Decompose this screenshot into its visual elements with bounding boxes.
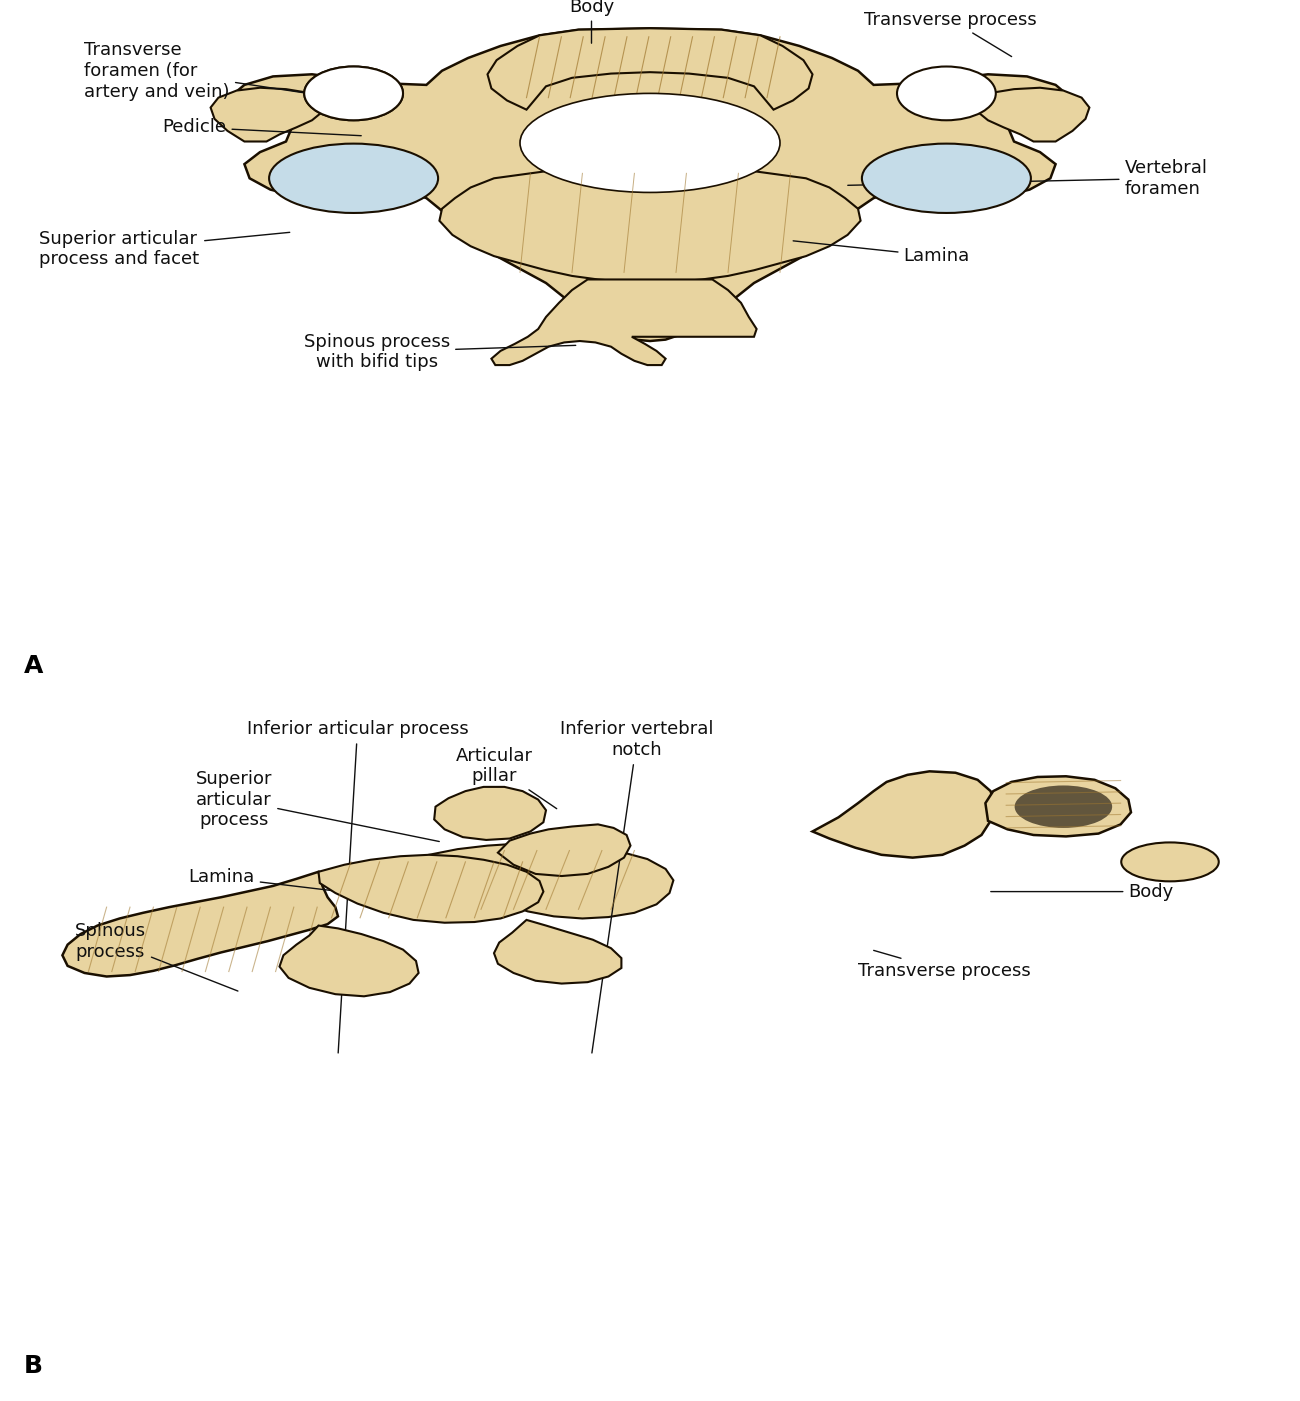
Text: Transverse
foramen (for
artery and vein): Transverse foramen (for artery and vein): [84, 41, 329, 101]
Ellipse shape: [304, 69, 403, 118]
Text: Pedicle: Pedicle: [162, 118, 361, 136]
Polygon shape: [280, 926, 419, 996]
Polygon shape: [985, 776, 1131, 836]
Ellipse shape: [269, 144, 438, 213]
Text: B: B: [23, 1355, 43, 1379]
Text: Lamina: Lamina: [188, 869, 368, 895]
Polygon shape: [488, 28, 812, 109]
Polygon shape: [211, 88, 322, 142]
Polygon shape: [434, 787, 546, 841]
Polygon shape: [429, 843, 673, 919]
Text: Vertebral
foramen: Vertebral foramen: [848, 158, 1208, 198]
Text: Superior
articular
process: Superior articular process: [196, 769, 439, 842]
Text: Spinous process
with bifid tips: Spinous process with bifid tips: [304, 332, 576, 371]
Text: Lamina: Lamina: [793, 241, 970, 265]
Polygon shape: [812, 772, 994, 857]
Circle shape: [304, 66, 403, 120]
Circle shape: [897, 66, 996, 120]
Polygon shape: [227, 28, 1072, 340]
Text: Articular
pillar: Articular pillar: [455, 747, 556, 808]
Text: A: A: [23, 654, 43, 678]
Ellipse shape: [897, 69, 996, 118]
Polygon shape: [494, 920, 621, 984]
Circle shape: [304, 66, 403, 120]
Text: Superior articular
process and facet: Superior articular process and facet: [39, 230, 290, 269]
Polygon shape: [491, 279, 757, 366]
Text: Inferior articular process: Inferior articular process: [247, 720, 468, 1054]
Text: Inferior vertebral
notch: Inferior vertebral notch: [560, 720, 714, 1054]
Ellipse shape: [1121, 842, 1219, 881]
Polygon shape: [62, 871, 338, 976]
Text: Transverse process: Transverse process: [858, 950, 1031, 979]
Text: Spinous
process: Spinous process: [75, 922, 238, 991]
Polygon shape: [318, 855, 543, 923]
Polygon shape: [978, 88, 1089, 142]
Polygon shape: [439, 168, 861, 282]
Ellipse shape: [1014, 786, 1112, 828]
Ellipse shape: [520, 94, 780, 192]
Polygon shape: [498, 824, 630, 876]
Text: Transverse process: Transverse process: [864, 11, 1037, 56]
Text: Body: Body: [569, 0, 614, 43]
Text: Body: Body: [991, 883, 1174, 901]
Ellipse shape: [862, 144, 1031, 213]
